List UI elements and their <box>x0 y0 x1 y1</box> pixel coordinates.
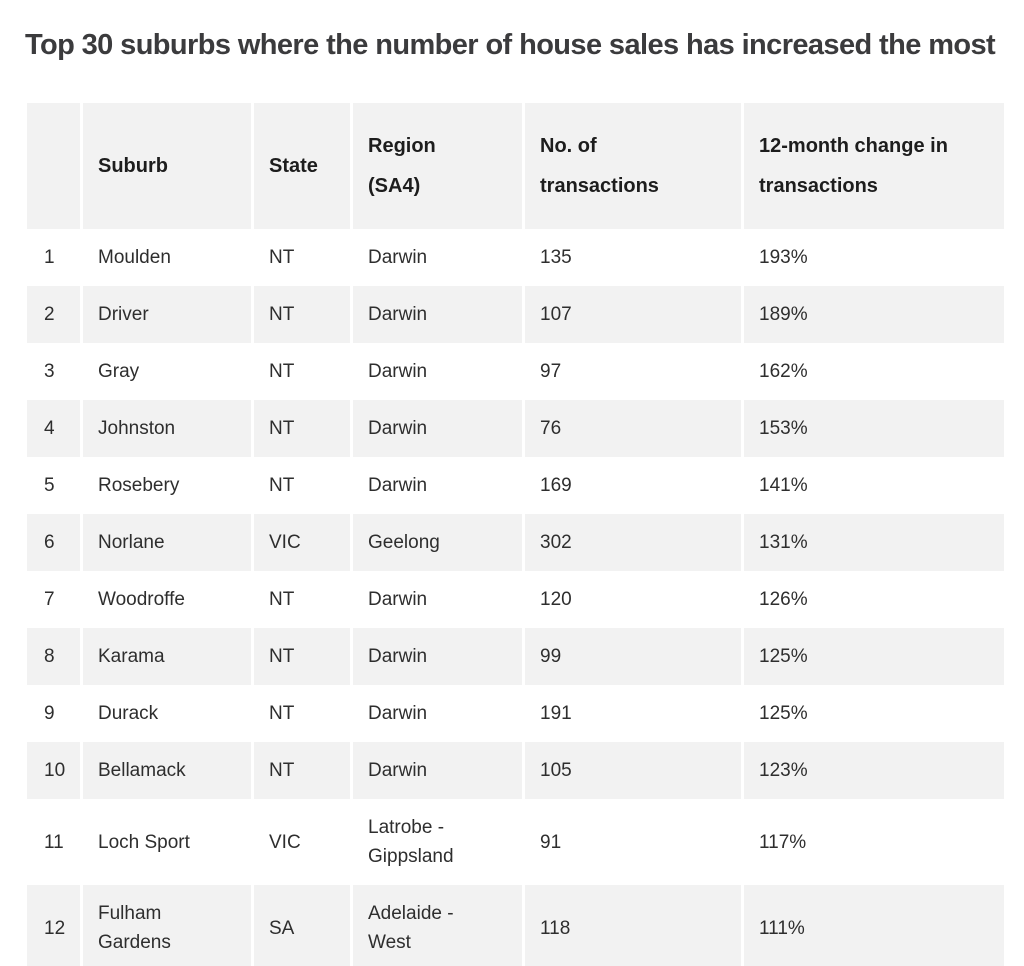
cell-region: Darwin <box>353 742 522 799</box>
cell-region: Darwin <box>353 685 522 742</box>
cell-suburb: Karama <box>83 628 251 685</box>
cell-rank: 6 <box>27 514 80 571</box>
cell-rank: 12 <box>27 885 80 966</box>
cell-suburb: Norlane <box>83 514 251 571</box>
header-12-month-change: 12-month change in transactions <box>744 103 1004 229</box>
cell-state: NT <box>254 286 350 343</box>
cell-state: VIC <box>254 799 350 885</box>
cell-region: Adelaide - West <box>353 885 522 966</box>
cell-state: NT <box>254 571 350 628</box>
cell-suburb: Fulham Gardens <box>83 885 251 966</box>
table-row: 5 Rosebery NT Darwin 169 141% <box>27 457 1004 514</box>
table-row: 7 Woodroffe NT Darwin 120 126% <box>27 571 1004 628</box>
cell-change: 125% <box>744 685 1004 742</box>
cell-rank: 10 <box>27 742 80 799</box>
table-row: 11 Loch Sport VIC Latrobe - Gippsland 91… <box>27 799 1004 885</box>
table-row: 6 Norlane VIC Geelong 302 131% <box>27 514 1004 571</box>
cell-transactions: 76 <box>525 400 741 457</box>
cell-region: Darwin <box>353 343 522 400</box>
table-row: 9 Durack NT Darwin 191 125% <box>27 685 1004 742</box>
cell-suburb: Gray <box>83 343 251 400</box>
cell-change: 189% <box>744 286 1004 343</box>
cell-rank: 7 <box>27 571 80 628</box>
cell-region: Darwin <box>353 400 522 457</box>
cell-rank: 9 <box>27 685 80 742</box>
cell-state: NT <box>254 343 350 400</box>
cell-transactions: 99 <box>525 628 741 685</box>
page-title: Top 30 suburbs where the number of house… <box>25 29 996 61</box>
cell-change: 141% <box>744 457 1004 514</box>
table-header-row: Suburb State Region (SA4) No. of transac… <box>27 103 1004 229</box>
cell-transactions: 91 <box>525 799 741 885</box>
cell-change: 123% <box>744 742 1004 799</box>
cell-state: NT <box>254 685 350 742</box>
cell-state: NT <box>254 400 350 457</box>
cell-change: 126% <box>744 571 1004 628</box>
cell-region: Geelong <box>353 514 522 571</box>
cell-rank: 4 <box>27 400 80 457</box>
cell-suburb: Rosebery <box>83 457 251 514</box>
cell-change: 162% <box>744 343 1004 400</box>
cell-transactions: 120 <box>525 571 741 628</box>
cell-state: NT <box>254 229 350 286</box>
cell-transactions: 118 <box>525 885 741 966</box>
cell-rank: 2 <box>27 286 80 343</box>
table-row: 4 Johnston NT Darwin 76 153% <box>27 400 1004 457</box>
cell-state: SA <box>254 885 350 966</box>
cell-change: 131% <box>744 514 1004 571</box>
cell-change: 117% <box>744 799 1004 885</box>
table-row: 1 Moulden NT Darwin 135 193% <box>27 229 1004 286</box>
cell-suburb: Johnston <box>83 400 251 457</box>
cell-change: 153% <box>744 400 1004 457</box>
cell-region: Darwin <box>353 286 522 343</box>
header-state: State <box>254 103 350 229</box>
cell-transactions: 169 <box>525 457 741 514</box>
cell-rank: 5 <box>27 457 80 514</box>
table-row: 2 Driver NT Darwin 107 189% <box>27 286 1004 343</box>
cell-transactions: 191 <box>525 685 741 742</box>
cell-state: VIC <box>254 514 350 571</box>
cell-region: Darwin <box>353 457 522 514</box>
cell-transactions: 107 <box>525 286 741 343</box>
header-rank <box>27 103 80 229</box>
table-row: 3 Gray NT Darwin 97 162% <box>27 343 1004 400</box>
cell-state: NT <box>254 457 350 514</box>
cell-region: Darwin <box>353 571 522 628</box>
cell-suburb: Moulden <box>83 229 251 286</box>
cell-rank: 11 <box>27 799 80 885</box>
cell-state: NT <box>254 628 350 685</box>
table-row: 12 Fulham Gardens SA Adelaide - West 118… <box>27 885 1004 966</box>
cell-rank: 3 <box>27 343 80 400</box>
article-table-page: Top 30 suburbs where the number of house… <box>0 27 1024 966</box>
cell-suburb: Woodroffe <box>83 571 251 628</box>
cell-region: Latrobe - Gippsland <box>353 799 522 885</box>
top-suburbs-table: Suburb State Region (SA4) No. of transac… <box>24 103 1007 966</box>
cell-transactions: 97 <box>525 343 741 400</box>
cell-suburb: Durack <box>83 685 251 742</box>
cell-region: Darwin <box>353 628 522 685</box>
header-no-of-transactions: No. of transactions <box>525 103 741 229</box>
header-region-sa4: Region (SA4) <box>353 103 522 229</box>
header-suburb: Suburb <box>83 103 251 229</box>
cell-state: NT <box>254 742 350 799</box>
cell-change: 193% <box>744 229 1004 286</box>
cell-transactions: 135 <box>525 229 741 286</box>
cell-transactions: 105 <box>525 742 741 799</box>
cell-suburb: Loch Sport <box>83 799 251 885</box>
cell-region: Darwin <box>353 229 522 286</box>
cell-suburb: Driver <box>83 286 251 343</box>
cell-rank: 1 <box>27 229 80 286</box>
cell-transactions: 302 <box>525 514 741 571</box>
table-row: 8 Karama NT Darwin 99 125% <box>27 628 1004 685</box>
cell-rank: 8 <box>27 628 80 685</box>
table-row: 10 Bellamack NT Darwin 105 123% <box>27 742 1004 799</box>
cell-change: 125% <box>744 628 1004 685</box>
cell-suburb: Bellamack <box>83 742 251 799</box>
cell-change: 111% <box>744 885 1004 966</box>
